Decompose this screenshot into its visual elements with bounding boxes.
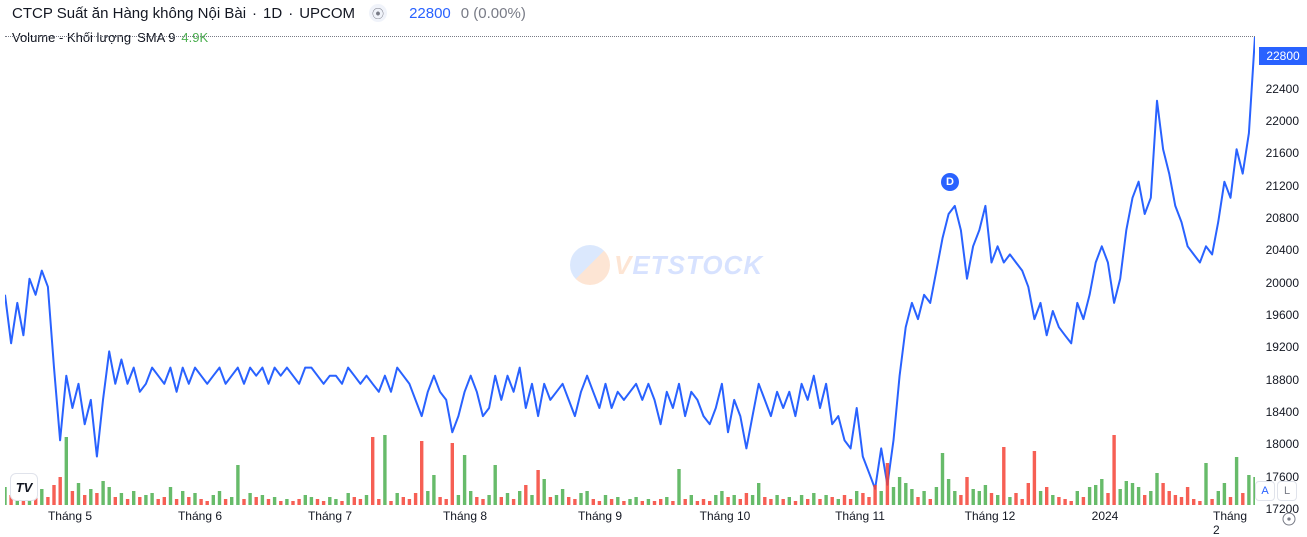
log-scale-button[interactable]: L [1277,481,1297,501]
y-axis-tick: 18400 [1266,405,1299,419]
y-axis-tick: 20800 [1266,211,1299,225]
dividend-marker[interactable]: D [941,173,959,191]
x-axis-tick: Tháng 10 [700,509,751,523]
settings-icon[interactable] [1281,511,1297,527]
y-axis-tick: 20400 [1266,243,1299,257]
y-axis: 1720017600180001840018800192001960020000… [1255,20,1307,505]
current-price-guideline [5,36,1255,37]
auto-scale-button[interactable]: A [1255,481,1275,501]
x-axis-tick: 2024 [1092,509,1119,523]
price-change: 0 (0.00%) [461,5,526,22]
y-axis-tick: 19600 [1266,308,1299,322]
y-axis-tick: 20000 [1266,276,1299,290]
y-axis-tick: 21600 [1266,146,1299,160]
x-axis: Tháng 5 Tháng 6 Tháng 7 Tháng 8 Tháng 9 Tháng… [5,509,1255,529]
x-axis-tick: Tháng 11 [835,509,885,523]
y-axis-tick: 22000 [1266,114,1299,128]
company-name[interactable]: CTCP Suất ăn Hàng không Nội Bài [12,5,246,22]
y-axis-tick: 22400 [1266,82,1299,96]
scale-controls: A L [1255,481,1297,501]
volume-bar-chart [5,20,1255,505]
last-price: 22800 [409,5,451,22]
current-price-badge: 22800 [1259,47,1307,65]
tradingview-logo[interactable]: TV [10,473,38,501]
x-axis-tick: Tháng 9 [578,509,622,523]
x-axis-tick: Tháng 8 [443,509,487,523]
exchange-label: UPCOM [299,5,355,22]
x-axis-tick: Tháng 2 [1213,509,1247,537]
interval-label[interactable]: 1D [263,5,282,22]
chart-plot-area[interactable] [5,20,1255,505]
x-axis-tick: Tháng 12 [965,509,1016,523]
x-axis-tick: Tháng 5 [48,509,92,523]
price-line-chart [5,20,1255,505]
y-axis-tick: 21200 [1266,179,1299,193]
y-axis-tick: 18000 [1266,437,1299,451]
y-axis-tick: 18800 [1266,373,1299,387]
y-axis-tick: 19200 [1266,340,1299,354]
x-axis-tick: Tháng 7 [308,509,352,523]
x-axis-tick: Tháng 6 [178,509,222,523]
